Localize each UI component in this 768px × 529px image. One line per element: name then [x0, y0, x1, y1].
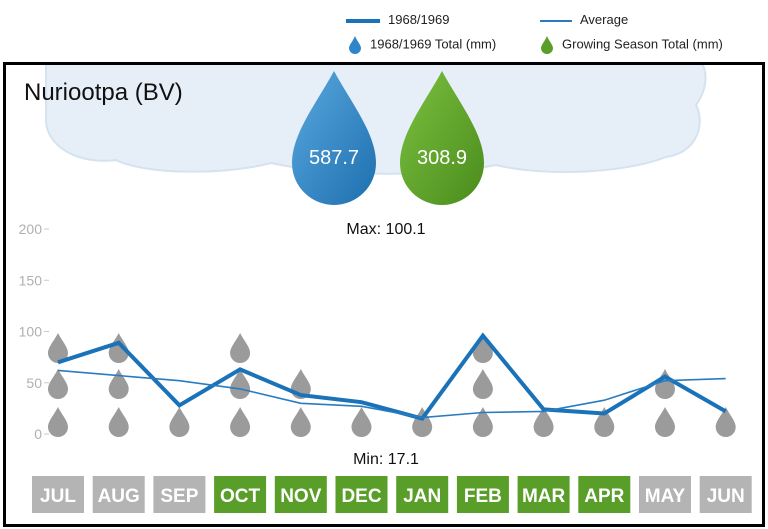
month-tab-dec[interactable] [335, 476, 388, 513]
month-tab-mar[interactable] [517, 476, 570, 513]
rain-drop-icon [472, 407, 493, 437]
rain-drop-icon [108, 407, 129, 437]
month-label: JAN [403, 486, 441, 507]
rain-drop-icon [169, 407, 190, 437]
legend-drop-growing-label: Growing Season Total (mm) [562, 36, 723, 52]
month-tab-jun[interactable] [699, 476, 752, 513]
month-label: NOV [280, 486, 322, 507]
rain-drop-icon [715, 407, 736, 437]
month-tab-jul[interactable] [32, 476, 84, 513]
rain-drop-icon [108, 333, 129, 363]
month-label: MAY [645, 486, 686, 507]
rain-drop-icon [290, 407, 311, 437]
legend-drop-growing: Growing Season Total (mm) [540, 36, 723, 54]
blue-drop-icon [349, 36, 361, 54]
growing-total-drop [400, 71, 484, 205]
y-tick-label: 0 [34, 426, 42, 442]
legend-average: Average [540, 12, 628, 28]
month-label: DEC [341, 486, 381, 507]
rain-drop-icon [412, 407, 433, 437]
series-lines [57, 332, 727, 421]
month-tab-nov[interactable] [274, 476, 327, 513]
legend-average-swatch [540, 19, 572, 22]
month-label: OCT [220, 486, 261, 507]
y-axis: 0 50 100 150 200 [19, 221, 49, 442]
growing-total-value: 308.9 [417, 147, 467, 169]
rain-drop-icon [230, 407, 251, 437]
legend-series-swatch [346, 18, 380, 23]
month-tab-jan[interactable] [396, 476, 449, 513]
y-tick-label: 50 [26, 375, 42, 391]
month-label: SEP [160, 486, 198, 507]
rain-drop-icon [472, 333, 493, 363]
y-tick-label: 150 [19, 272, 43, 288]
rainfall-chart: 587.7 308.9 Max: 100.1 Min: 17.1 0 50 100 1… [19, 65, 752, 513]
station-name: Nuriootpa (BV) [24, 79, 183, 106]
rain-drop-icon [655, 407, 675, 437]
rain-drop-icon [655, 369, 675, 399]
max-label: Max: 100.1 [346, 221, 425, 238]
green-drop-icon [541, 36, 553, 54]
month-label: AUG [98, 486, 140, 507]
month-label: MAR [522, 486, 566, 507]
rain-drop-icon [48, 369, 68, 399]
month-tab-aug[interactable] [92, 476, 145, 513]
rain-drop-icon [230, 369, 251, 399]
month-drops [48, 333, 736, 437]
month-tab-sep[interactable] [153, 476, 206, 513]
month-label: JUL [40, 486, 76, 507]
month-tab-feb[interactable] [456, 476, 509, 513]
rain-drop-icon [472, 369, 493, 399]
series-line-1968-1969 [57, 332, 727, 421]
month-label: FEB [464, 486, 502, 507]
rain-drop-icon [230, 333, 251, 363]
rain-drop-icon [594, 407, 615, 437]
rain-drop-icon [351, 407, 372, 437]
month-labels: JUL AUG SEP OCT NOV DEC JAN FEB MAR APR MAY JUN [32, 476, 752, 513]
y-tick-label: 200 [19, 221, 43, 237]
legend: 1968/1969 Average 1968/1969 Total (mm) G… [0, 0, 768, 62]
chart-frame: 587.7 308.9 Max: 100.1 Min: 17.1 0 50 100 1… [3, 62, 765, 527]
month-label: APR [584, 486, 624, 507]
month-tab-oct[interactable] [214, 476, 267, 513]
rain-drop-icon [108, 369, 129, 399]
legend-drop-total-label: 1968/1969 Total (mm) [370, 36, 497, 52]
year-total-value: 587.7 [309, 147, 359, 169]
rain-drop-icon [533, 407, 554, 437]
legend-series: 1968/1969 [346, 12, 449, 28]
series-line-average [57, 369, 726, 419]
month-tab-may[interactable] [639, 476, 691, 513]
rain-drop-icon [48, 407, 68, 437]
y-tick-label: 100 [19, 324, 43, 340]
legend-drop-total: 1968/1969 Total (mm) [348, 36, 496, 54]
month-tab-apr[interactable] [578, 476, 631, 513]
legend-series-label: 1968/1969 [388, 12, 450, 27]
month-label: JUN [707, 486, 745, 507]
rain-drop-icon [48, 333, 68, 363]
year-total-drop [292, 71, 376, 205]
min-label: Min: 17.1 [353, 451, 419, 468]
legend-average-label: Average [580, 12, 629, 27]
